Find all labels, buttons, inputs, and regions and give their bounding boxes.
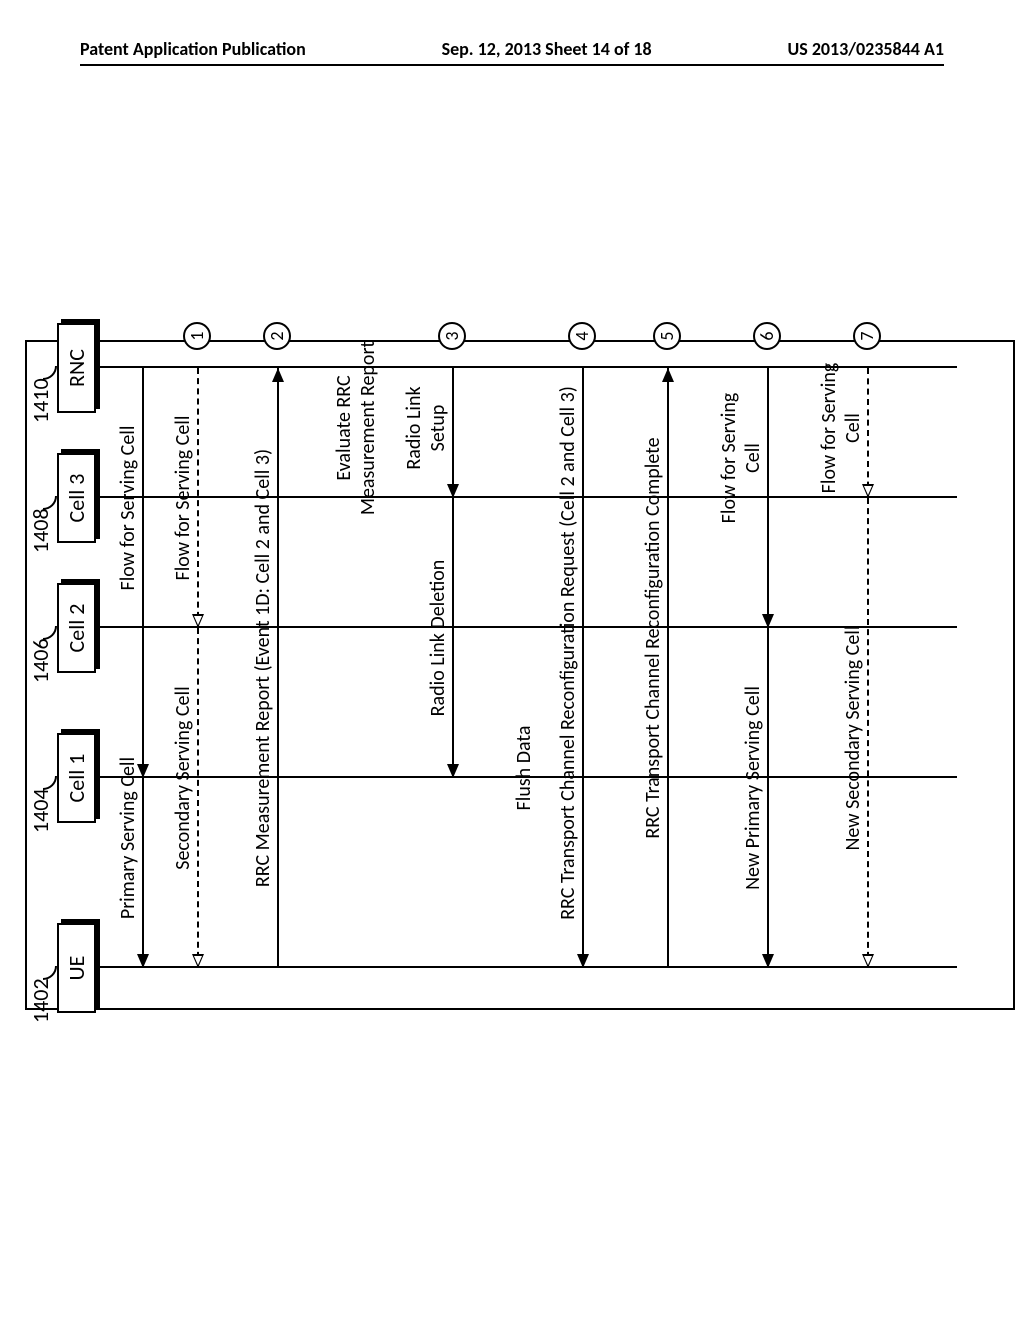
actor-box-rnc: RNC bbox=[57, 323, 96, 413]
message-label-9: RRC Transport Channel Reconfiguration Re… bbox=[556, 353, 580, 953]
actor-ref-hook-cell2 bbox=[43, 626, 57, 640]
message-arrowhead-4 bbox=[272, 368, 284, 382]
message-line-3 bbox=[197, 368, 199, 628]
message-line-13 bbox=[867, 498, 869, 968]
message-arrowhead-9 bbox=[577, 954, 589, 968]
message-line-0 bbox=[142, 778, 144, 968]
actor-ref-cell1: 1404 bbox=[27, 788, 54, 833]
header-right: US 2013/0235844 A1 bbox=[787, 38, 944, 60]
actor-ref-cell3: 1408 bbox=[27, 508, 54, 553]
message-line-4 bbox=[277, 368, 279, 968]
actor-ref-hook-cell1 bbox=[43, 776, 57, 790]
actor-ref-hook-rnc bbox=[43, 366, 57, 380]
message-arrowhead-12 bbox=[762, 614, 774, 628]
message-label-1: Flow for Serving Cell bbox=[116, 388, 140, 628]
message-label-11: New Primary Serving Cell bbox=[741, 638, 765, 938]
message-line-10 bbox=[667, 368, 669, 968]
step-2: 2 bbox=[263, 322, 291, 350]
message-label-12: Flow for Serving Cell bbox=[717, 368, 765, 548]
message-arrowhead-7 bbox=[447, 764, 459, 778]
message-line-1 bbox=[142, 368, 144, 778]
lifeline-ue bbox=[99, 966, 957, 968]
actor-ref-hook-cell3 bbox=[43, 496, 57, 510]
message-label-2: Secondary Serving Cell bbox=[171, 648, 195, 908]
message-line-9 bbox=[582, 368, 584, 968]
message-arrowhead-1 bbox=[137, 764, 149, 778]
actor-box-cell1: Cell 1 bbox=[57, 733, 96, 823]
step-5: 5 bbox=[653, 322, 681, 350]
figure-caption: FIG. 14 bbox=[1017, 632, 1024, 718]
message-label-13: New Secondary Serving Cell bbox=[841, 578, 865, 898]
message-arrowhead-11 bbox=[762, 954, 774, 968]
message-line-14 bbox=[867, 368, 869, 498]
message-line-2 bbox=[197, 628, 199, 968]
step-3: 3 bbox=[438, 322, 466, 350]
sequence-diagram: 1402UE1404Cell 11406Cell 21408Cell 31410… bbox=[25, 340, 1015, 1010]
actor-box-ue: UE bbox=[57, 923, 96, 1013]
actor-ref-rnc: 1410 bbox=[27, 378, 54, 423]
patent-header: Patent Application Publication Sep. 12, … bbox=[80, 38, 944, 66]
step-4: 4 bbox=[568, 322, 596, 350]
message-line-11 bbox=[767, 628, 769, 968]
message-line-12 bbox=[767, 368, 769, 628]
actor-box-cell2: Cell 2 bbox=[57, 583, 96, 673]
note-8: Flush Data bbox=[512, 708, 536, 828]
message-label-6: Radio Link Setup bbox=[402, 368, 450, 488]
actor-box-cell3: Cell 3 bbox=[57, 453, 96, 543]
actor-ref-ue: 1402 bbox=[27, 978, 54, 1023]
step-6: 6 bbox=[753, 322, 781, 350]
actor-ref-cell2: 1406 bbox=[27, 638, 54, 683]
header-mid: Sep. 12, 2013 Sheet 14 of 18 bbox=[442, 38, 652, 60]
lifeline-cell2 bbox=[99, 626, 957, 628]
message-label-3: Flow for Serving Cell bbox=[171, 388, 195, 608]
step-7: 7 bbox=[853, 322, 881, 350]
message-label-14: Flow for Serving Cell bbox=[817, 348, 865, 508]
message-label-0: Primary Serving Cell bbox=[116, 728, 140, 948]
actor-ref-hook-ue bbox=[43, 966, 57, 980]
step-1: 1 bbox=[183, 322, 211, 350]
message-label-7: Radio Link Deletion bbox=[426, 528, 450, 748]
header-left: Patent Application Publication bbox=[80, 38, 306, 60]
message-label-10: RRC Transport Channel Reconfiguration Co… bbox=[641, 378, 665, 898]
message-label-4: RRC Measurement Report (Event 1D: Cell 2… bbox=[251, 388, 275, 948]
message-arrowhead-0 bbox=[137, 954, 149, 968]
note-5: Evaluate RRC Measurement Report bbox=[332, 318, 380, 538]
message-line-7 bbox=[452, 368, 454, 778]
